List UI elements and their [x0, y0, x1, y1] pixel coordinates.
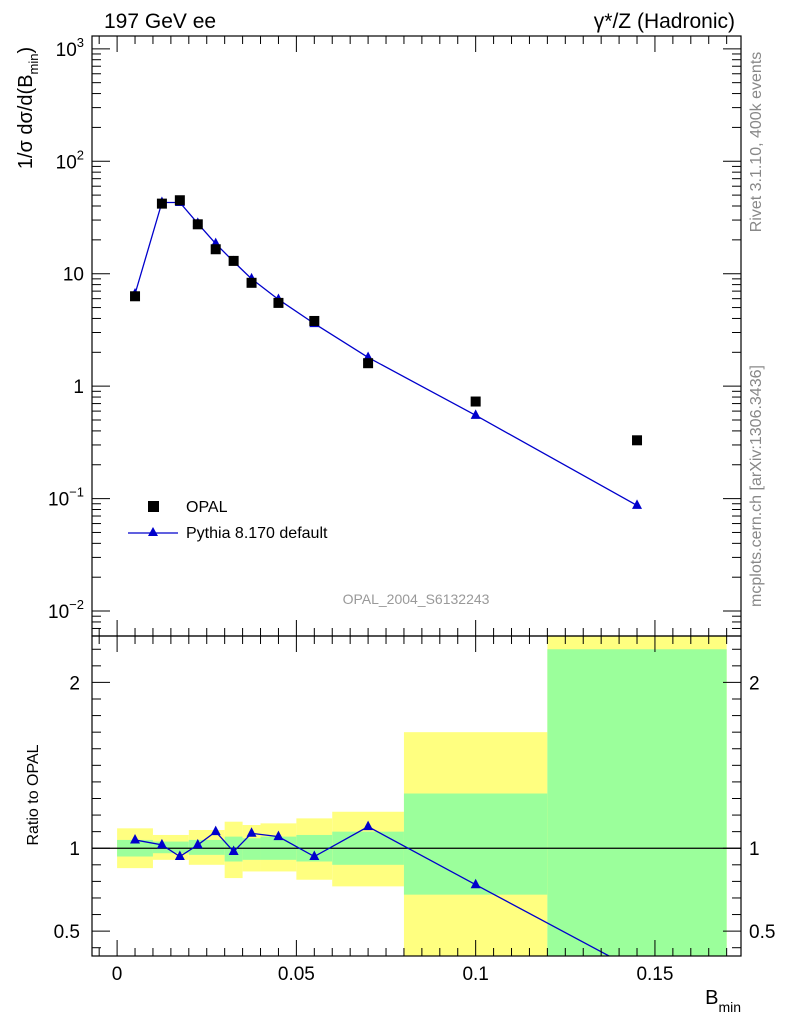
ratio-band-inner-8 — [403, 793, 548, 895]
legend: OPAL Pythia 8.170 default — [128, 499, 328, 542]
ratio-mc-point-4 — [210, 825, 221, 836]
ratio-band-inner-4 — [242, 838, 261, 860]
ratio-mc-point-5 — [228, 845, 239, 856]
mc-point-10 — [470, 409, 481, 419]
main-y-axis-label-close: ) — [15, 47, 37, 54]
ratio-y-tick-label-right: 0.5 — [749, 922, 775, 943]
data-point-9 — [363, 358, 374, 369]
main-y-tick-base: 10 — [48, 602, 69, 623]
ratio-y-tick-label-left: 1 — [69, 839, 80, 860]
ratio-mc-point-9 — [363, 820, 374, 831]
ratio-mc-point-3 — [192, 838, 203, 849]
ratio-y-tick-label-right: 2 — [749, 673, 760, 694]
ratio-y-tick-label-right: 1 — [749, 839, 760, 860]
main-y-tick-label: 10−1 — [48, 485, 84, 511]
x-tick-label: 0 — [112, 964, 123, 985]
main-y-tick-label: 102 — [56, 147, 84, 173]
main-y-tick-exponent: −2 — [69, 597, 84, 612]
main-y-axis-label-main: 1/σ dσ/d(B — [15, 74, 37, 169]
x-axis-label-sub: min — [718, 999, 741, 1015]
main-y-tick-exponent: −1 — [69, 485, 84, 500]
data-point-4 — [210, 244, 221, 255]
data-point-2 — [174, 195, 185, 206]
header-right-title: γ*/Z (Hadronic) — [594, 10, 735, 33]
legend-label-pythia: Pythia 8.170 default — [186, 525, 328, 542]
data-point-7 — [273, 297, 284, 308]
main-y-tick-base: 1 — [73, 377, 84, 398]
ratio-mc-point-8 — [309, 850, 320, 861]
analysis-id-label: OPAL_2004_S6132243 — [343, 591, 490, 607]
ratio-y-tick-label-left: 2 — [69, 673, 80, 694]
main-y-axis-label: 1/σ dσ/d(Bmin) — [15, 47, 41, 169]
main-y-tick-exponent: 3 — [77, 35, 84, 50]
data-point-0 — [130, 291, 141, 302]
data-point-8 — [309, 315, 320, 326]
ratio-band-inner-1 — [152, 841, 189, 854]
main-y-tick-label: 1 — [73, 377, 84, 398]
ratio-mc-point-10 — [470, 878, 481, 889]
ratio-mc-point-1 — [156, 838, 167, 849]
data-point-6 — [246, 277, 257, 288]
main-y-tick-base: 10 — [48, 490, 69, 511]
mc-point-11 — [632, 499, 643, 509]
ratio-y-tick-label-left: 0.5 — [54, 922, 80, 943]
main-y-axis-label-sub: min — [26, 53, 41, 74]
x-tick-label: 0.05 — [278, 964, 315, 985]
x-axis-label-main: B — [705, 987, 718, 1009]
rivet-version-label: Rivet 3.1.10, 400k events — [748, 52, 765, 233]
x-tick-label: 0.15 — [636, 964, 673, 985]
main-y-tick-label: 103 — [56, 35, 84, 61]
legend-marker-pythia — [148, 527, 158, 536]
ratio-y-axis-label: Ratio to OPAL — [25, 744, 42, 845]
ratio-mc-line — [134, 825, 611, 956]
main-y-tick-exponent: 2 — [77, 147, 84, 162]
ratio-plot-frame — [91, 635, 742, 957]
ratio-band-inner-9 — [547, 649, 727, 956]
legend-marker-opal — [148, 501, 159, 512]
header-left-title: 197 GeV ee — [104, 10, 216, 33]
main-y-tick-label: 10−2 — [48, 597, 84, 623]
x-tick-label: 0.1 — [462, 964, 488, 985]
x-axis-label: Bmin — [705, 987, 741, 1015]
ratio-mc-point-6 — [246, 827, 257, 837]
ratio-mc-point-7 — [273, 830, 284, 841]
main-plot-frame — [91, 35, 742, 637]
ratio-mc-point-2 — [174, 850, 185, 861]
data-point-5 — [228, 255, 239, 266]
data-point-1 — [156, 198, 167, 209]
legend-label-opal: OPAL — [186, 499, 228, 516]
main-y-tick-base: 10 — [56, 40, 77, 61]
mcplots-label: mcplots.cern.ch [arXiv:1306.3436] — [748, 365, 765, 607]
data-point-11 — [632, 435, 643, 446]
main-y-tick-label: 10 — [63, 265, 84, 286]
mc-line — [134, 201, 638, 506]
ratio-mc-point-0 — [130, 833, 141, 844]
data-point-10 — [470, 396, 481, 407]
main-y-tick-base: 10 — [63, 265, 84, 286]
main-y-tick-base: 10 — [56, 152, 77, 173]
data-point-3 — [192, 219, 203, 230]
